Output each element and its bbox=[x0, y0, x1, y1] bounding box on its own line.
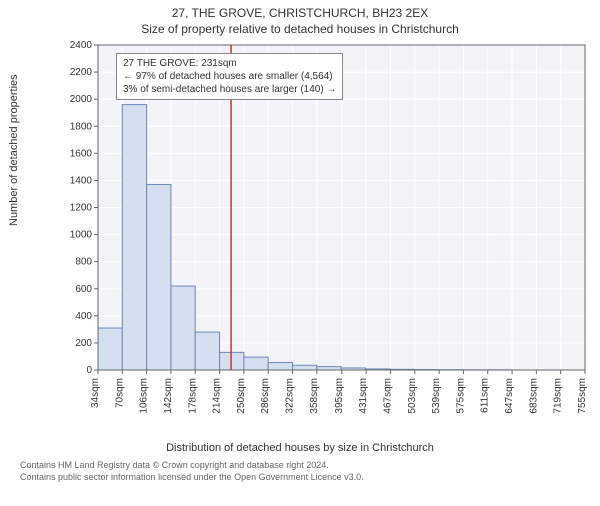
svg-text:575sqm: 575sqm bbox=[455, 378, 466, 414]
chart-title-address: 27, THE GROVE, CHRISTCHURCH, BH23 2EX bbox=[0, 6, 600, 20]
svg-text:0: 0 bbox=[86, 365, 92, 376]
svg-text:683sqm: 683sqm bbox=[528, 378, 539, 414]
attribution: Contains HM Land Registry data © Crown c… bbox=[20, 460, 600, 483]
svg-text:2400: 2400 bbox=[70, 40, 93, 51]
svg-text:800: 800 bbox=[75, 257, 92, 268]
svg-text:467sqm: 467sqm bbox=[382, 378, 393, 414]
svg-text:1000: 1000 bbox=[70, 230, 93, 241]
svg-text:400: 400 bbox=[75, 311, 92, 322]
svg-text:1600: 1600 bbox=[70, 148, 93, 159]
svg-text:1200: 1200 bbox=[70, 203, 93, 214]
x-axis-label: Distribution of detached houses by size … bbox=[0, 442, 600, 454]
svg-text:600: 600 bbox=[75, 284, 92, 295]
svg-text:719sqm: 719sqm bbox=[553, 378, 564, 414]
svg-text:142sqm: 142sqm bbox=[163, 378, 174, 414]
svg-text:250sqm: 250sqm bbox=[236, 378, 247, 414]
annotation-line2: ← 97% of detached houses are smaller (4,… bbox=[123, 70, 336, 83]
svg-text:431sqm: 431sqm bbox=[358, 378, 369, 414]
svg-text:178sqm: 178sqm bbox=[187, 378, 198, 414]
attribution-line2: Contains public sector information licen… bbox=[20, 472, 600, 484]
svg-text:286sqm: 286sqm bbox=[260, 378, 271, 414]
annotation-box: 27 THE GROVE: 231sqm ← 97% of detached h… bbox=[116, 53, 343, 100]
svg-text:755sqm: 755sqm bbox=[577, 378, 588, 414]
svg-text:647sqm: 647sqm bbox=[504, 378, 515, 414]
svg-text:2200: 2200 bbox=[70, 67, 93, 78]
svg-text:395sqm: 395sqm bbox=[334, 378, 345, 414]
svg-text:106sqm: 106sqm bbox=[139, 378, 150, 414]
svg-text:200: 200 bbox=[75, 338, 92, 349]
svg-text:611sqm: 611sqm bbox=[480, 378, 491, 413]
svg-text:34sqm: 34sqm bbox=[90, 378, 101, 408]
chart-title-subtitle: Size of property relative to detached ho… bbox=[0, 22, 600, 36]
svg-text:2000: 2000 bbox=[70, 94, 93, 105]
svg-text:214sqm: 214sqm bbox=[212, 378, 223, 414]
annotation-line3: 3% of semi-detached houses are larger (1… bbox=[123, 83, 336, 96]
svg-text:539sqm: 539sqm bbox=[431, 378, 442, 414]
svg-text:503sqm: 503sqm bbox=[407, 378, 418, 414]
annotation-line1: 27 THE GROVE: 231sqm bbox=[123, 57, 336, 70]
attribution-line1: Contains HM Land Registry data © Crown c… bbox=[20, 460, 600, 472]
svg-text:322sqm: 322sqm bbox=[285, 378, 296, 414]
svg-text:1400: 1400 bbox=[70, 175, 93, 186]
svg-text:358sqm: 358sqm bbox=[309, 378, 320, 414]
chart-area: 0 200 400 600 800 1000 1200 1400 1600 1800 2000 220… bbox=[60, 40, 590, 440]
y-axis-label: Number of detached properties bbox=[8, 74, 20, 226]
svg-text:1800: 1800 bbox=[70, 121, 93, 132]
svg-text:70sqm: 70sqm bbox=[114, 378, 125, 408]
